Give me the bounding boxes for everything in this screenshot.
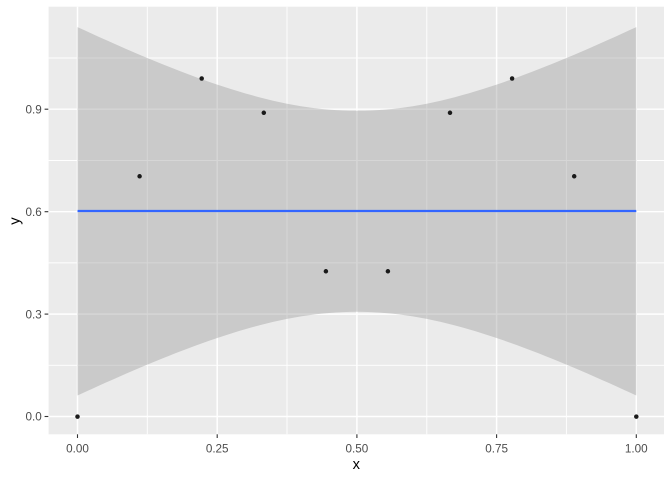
svg-text:0.9: 0.9 bbox=[26, 103, 42, 116]
svg-text:y: y bbox=[7, 217, 23, 225]
svg-text:0.3: 0.3 bbox=[26, 308, 42, 321]
svg-text:0.75: 0.75 bbox=[485, 443, 508, 456]
svg-text:0.00: 0.00 bbox=[66, 443, 89, 456]
svg-text:0.50: 0.50 bbox=[346, 443, 369, 456]
svg-text:0.6: 0.6 bbox=[26, 206, 42, 219]
svg-text:x: x bbox=[353, 457, 361, 473]
svg-text:0.25: 0.25 bbox=[206, 443, 229, 456]
svg-text:1.00: 1.00 bbox=[625, 443, 648, 456]
svg-text:0.0: 0.0 bbox=[26, 411, 43, 424]
